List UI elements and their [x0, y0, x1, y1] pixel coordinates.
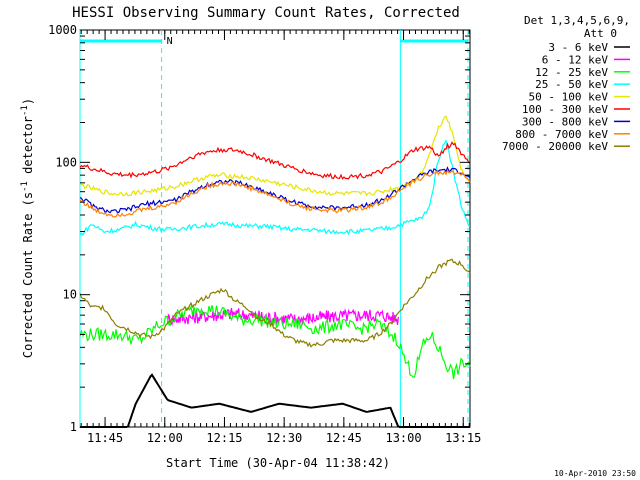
- attenuator-label: N: [167, 36, 173, 47]
- legend-label: 25 - 50 keV: [535, 78, 608, 91]
- legend-label: 300 - 800 keV: [522, 115, 608, 128]
- y-tick-label: 1: [70, 420, 77, 434]
- chart-title: HESSI Observing Summary Count Rates, Cor…: [72, 5, 460, 21]
- y-tick-label: 1000: [48, 23, 77, 37]
- y-axis-label-sup: -1: [20, 181, 30, 192]
- series-line: [79, 304, 471, 380]
- legend-label: 6 - 12 keV: [542, 53, 609, 66]
- y-tick-label: 10: [63, 288, 77, 302]
- y-axis-ticks: 1 10 100 1000: [48, 23, 470, 434]
- series-line: [79, 166, 471, 215]
- series-layer: [79, 115, 471, 428]
- legend-label: 3 - 6 keV: [548, 41, 608, 54]
- x-tick-label: 12:00: [147, 431, 183, 445]
- x-tick-label: 12:45: [326, 431, 362, 445]
- x-tick-label: 12:30: [266, 431, 302, 445]
- x-tick-label: 12:15: [206, 431, 242, 445]
- x-axis-label: Start Time (30-Apr-04 11:38:42): [166, 456, 390, 470]
- y-axis-label-part: detector: [21, 116, 35, 181]
- series-line: [79, 169, 471, 218]
- legend-label: 100 - 300 keV: [522, 103, 608, 116]
- legend-header-attenuator: Att 0: [584, 27, 617, 40]
- x-tick-label: 13:15: [445, 431, 481, 445]
- legend-header-detectors: Det 1,3,4,5,6,9,: [524, 14, 630, 27]
- marker-layer: N: [79, 30, 469, 427]
- y-axis-label-part: ): [21, 98, 35, 105]
- series-line: [79, 139, 471, 236]
- series-line: [79, 115, 471, 197]
- y-axis-label-sup: -1: [20, 105, 30, 116]
- y-tick-label: 100: [55, 155, 77, 169]
- footer-timestamp: 10-Apr-2010 23:50: [554, 469, 636, 478]
- plot-frame: [79, 29, 471, 428]
- legend-label: 50 - 100 keV: [529, 91, 609, 104]
- legend-label: 800 - 7000 keV: [515, 128, 608, 141]
- y-axis-label: Corrected Count Rate (s-1 detector-1): [20, 98, 35, 358]
- series-line: [79, 258, 471, 348]
- legend-label: 12 - 25 keV: [535, 66, 608, 79]
- x-tick-label: 11:45: [87, 431, 123, 445]
- series-line: [80, 373, 470, 428]
- x-tick-label: 13:00: [385, 431, 421, 445]
- y-axis-label-part: Corrected Count Rate (s: [21, 192, 35, 358]
- plot-area: N 1 10 100 1000 11:45 12:00 12:15 12:30 12:45 13…: [48, 23, 481, 445]
- legend-label: 7000 - 20000 keV: [502, 140, 608, 153]
- x-axis-ticks: 11:45 12:00 12:15 12:30 12:45 13:00 13:15: [80, 30, 481, 445]
- series-line: [79, 141, 471, 180]
